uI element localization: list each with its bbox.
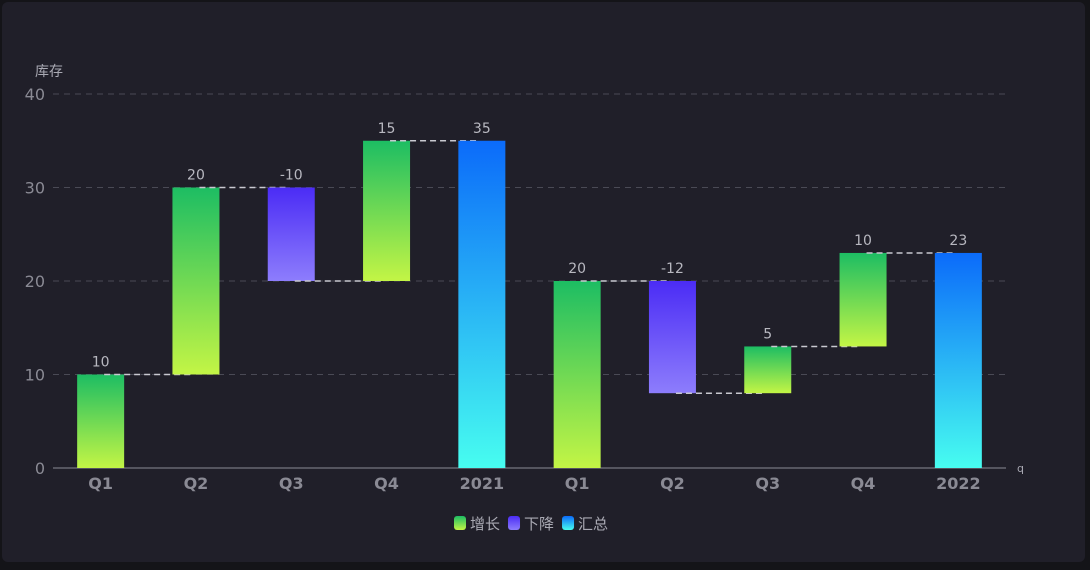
- data-label: 15: [378, 121, 396, 137]
- data-label: 35: [473, 121, 491, 137]
- data-label: -10: [280, 168, 303, 184]
- x-tick-label: Q3: [755, 474, 780, 493]
- chart-card: 库存 0 10 20 30 40 q 10 Q1 20 Q2 -10 Q3 15 Q4 35 2021 20 Q1 -…: [2, 2, 1085, 562]
- data-label: 20: [187, 168, 205, 184]
- x-tick-label: Q4: [374, 474, 399, 493]
- legend-label: 汇总: [578, 515, 608, 533]
- y-tick-label: 40: [25, 85, 45, 104]
- x-tick-label: Q3: [279, 474, 304, 493]
- legend-label: 下降: [524, 515, 554, 533]
- bar-7: [744, 346, 792, 394]
- bar-5: [553, 281, 601, 468]
- y-tick-label: 30: [25, 179, 45, 198]
- y-axis-label: 库存: [35, 64, 63, 80]
- bar-3: [363, 140, 411, 281]
- bar-6: [648, 281, 696, 394]
- legend-label: 增长: [470, 515, 500, 533]
- x-tick-label: Q1: [565, 474, 590, 493]
- bar-0: [77, 374, 125, 468]
- bar-2: [267, 187, 315, 281]
- y-tick-label: 10: [25, 366, 45, 385]
- bar-4: [458, 140, 506, 468]
- data-label: 10: [854, 233, 872, 249]
- y-tick-label: 20: [25, 272, 45, 291]
- bar-9: [934, 252, 982, 468]
- x-tick-label: Q4: [851, 474, 876, 493]
- x-axis-label: q: [1017, 462, 1024, 475]
- data-label: 23: [949, 233, 967, 249]
- x-tick-label: Q1: [88, 474, 113, 493]
- data-label: 10: [92, 355, 110, 371]
- y-tick-label: 0: [35, 459, 45, 478]
- bar-1: [172, 187, 220, 375]
- x-tick-label: Q2: [660, 474, 685, 493]
- x-tick-label: 2022: [936, 474, 981, 493]
- data-label: 20: [568, 261, 586, 277]
- data-label: -12: [661, 261, 684, 277]
- data-label: 5: [763, 326, 772, 342]
- legend-swatch-0: [454, 516, 466, 530]
- legend-swatch-1: [508, 516, 521, 530]
- bar-8: [839, 252, 887, 347]
- x-tick-label: Q2: [184, 474, 209, 493]
- x-tick-label: 2021: [460, 474, 505, 493]
- legend-swatch-2: [562, 516, 575, 530]
